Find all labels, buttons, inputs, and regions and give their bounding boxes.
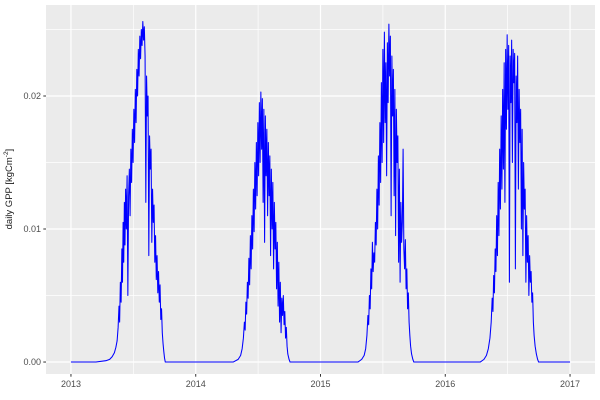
x-tick-label-2014: 2014 (185, 379, 206, 389)
x-tick-label-2016: 2016 (435, 379, 456, 389)
y-axis-title: daily GPP [kgCm-2] (2, 148, 16, 230)
x-tick-label-2013: 2013 (60, 379, 81, 389)
y-tick-label-0.01: 0.01 (23, 224, 41, 234)
x-tick-label-2015: 2015 (310, 379, 331, 389)
gpp-line-series (70, 20, 571, 363)
y-tick-label-0.02: 0.02 (23, 90, 41, 101)
y-tick-label-0.00: 0.00 (23, 357, 41, 368)
x-tick-label-2017: 2017 (560, 379, 581, 389)
